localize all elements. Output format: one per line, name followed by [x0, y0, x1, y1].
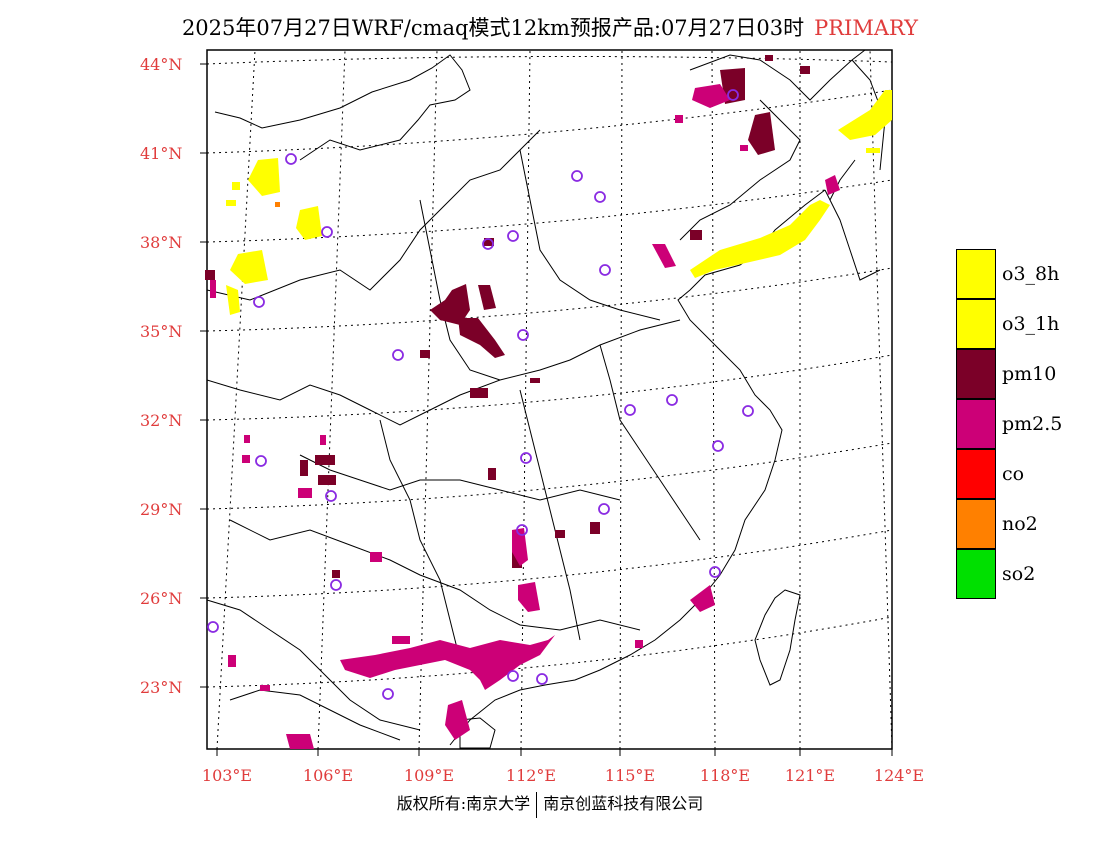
- copyright-owner: 版权所有:南京大学: [396, 794, 531, 813]
- lon-label-109: 109°E: [403, 766, 455, 785]
- lon-label-106: 106°E: [302, 766, 354, 785]
- copyright-company: 南京创蓝科技有限公司: [543, 794, 704, 813]
- lat-label-35: 35°N: [140, 322, 183, 341]
- footer-divider: [536, 791, 538, 818]
- lat-label-23: 23°N: [140, 678, 183, 697]
- lat-label-38: 38°N: [140, 233, 183, 252]
- legend-label: pm2.5: [1002, 413, 1063, 435]
- legend-swatch: [956, 249, 996, 299]
- lon-label-124: 124°E: [873, 766, 925, 785]
- lat-label-32: 32°N: [140, 411, 183, 430]
- legend-swatch: [956, 349, 996, 399]
- legend-label: o3_8h: [1002, 263, 1060, 285]
- frame-ticks: [200, 63, 893, 756]
- map-title: 2025年07月27日WRF/cmaq模式12km预报产品:07月27日03时 P…: [0, 12, 1100, 42]
- lat-label-41: 41°N: [140, 144, 183, 163]
- pollutant-cells: [205, 55, 892, 749]
- legend-label: co: [1002, 463, 1025, 485]
- lat-label-44: 44°N: [140, 55, 183, 74]
- legend-swatch: [956, 549, 996, 599]
- lon-label-112: 112°E: [505, 766, 557, 785]
- title-primary-tag: PRIMARY: [814, 16, 919, 40]
- legend-label: o3_1h: [1002, 313, 1060, 335]
- title-text: 2025年07月27日WRF/cmaq模式12km预报产品:07月27日03时: [181, 16, 805, 40]
- lon-label-121: 121°E: [784, 766, 836, 785]
- lon-label-103: 103°E: [201, 766, 253, 785]
- monitoring-stations: [207, 89, 754, 700]
- legend-swatch: [956, 499, 996, 549]
- legend-swatch: [956, 399, 996, 449]
- legend-label: so2: [1002, 563, 1036, 585]
- lon-label-115: 115°E: [604, 766, 656, 785]
- graticule: [206, 49, 893, 750]
- lat-label-26: 26°N: [140, 589, 183, 608]
- legend-label: no2: [1002, 513, 1038, 535]
- copyright-footer: 版权所有:南京大学 南京创蓝科技有限公司: [0, 790, 1100, 818]
- legend-label: pm10: [1002, 363, 1057, 385]
- lon-label-118: 118°E: [699, 766, 751, 785]
- map-frame: [206, 49, 893, 750]
- legend-swatch: [956, 449, 996, 499]
- lat-label-29: 29°N: [140, 500, 183, 519]
- legend-swatch: [956, 299, 996, 349]
